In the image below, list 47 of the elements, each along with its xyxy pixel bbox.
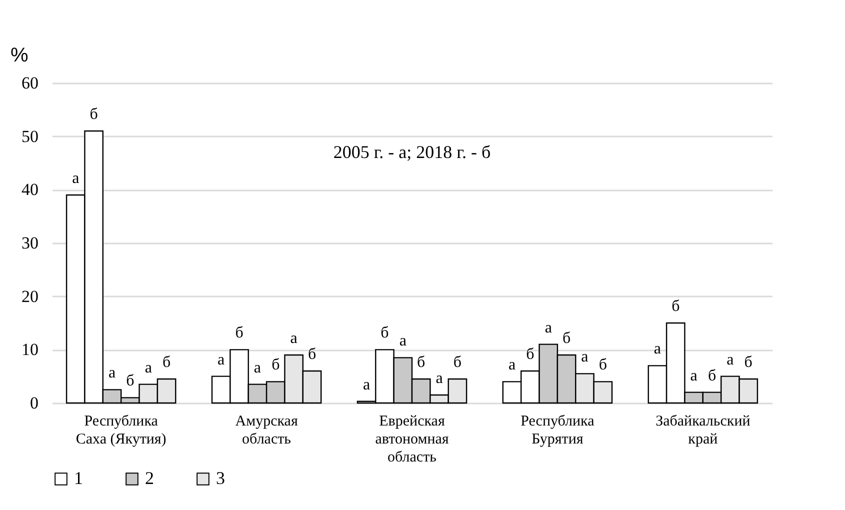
y-tick-label: 30 xyxy=(22,234,38,252)
y-tick-label: 0 xyxy=(30,394,38,412)
data-label: б xyxy=(417,354,426,371)
data-label: б xyxy=(162,354,171,371)
data-label: а xyxy=(581,348,588,366)
x-tick-label: Забайкальский край xyxy=(656,414,750,448)
legend-label: 3 xyxy=(216,468,225,488)
data-label: б xyxy=(672,298,680,315)
data-label: б xyxy=(598,356,607,374)
data-label: а xyxy=(218,351,225,368)
y-tick-label: 10 xyxy=(22,340,38,360)
legend-label: 2 xyxy=(145,468,154,488)
x-tick-label: Республика Саха (Якутия) xyxy=(76,414,166,448)
x-tick-label: Амурская область xyxy=(235,414,298,448)
data-label: б xyxy=(453,354,462,371)
data-label: а xyxy=(654,340,662,358)
data-label: б xyxy=(90,106,98,123)
y-tick-label: 40 xyxy=(22,180,38,200)
y-tick-label: 20 xyxy=(22,286,38,306)
data-label: а xyxy=(290,330,298,347)
data-label: б xyxy=(272,356,280,374)
data-label: б xyxy=(562,330,571,347)
data-label: б xyxy=(308,346,316,363)
data-label: а xyxy=(690,367,698,384)
data-label: б xyxy=(526,346,534,363)
data-label: а xyxy=(72,170,80,187)
y-axis-title: % xyxy=(10,44,28,66)
legend-label: 1 xyxy=(74,468,83,488)
data-label: а xyxy=(254,359,262,376)
data-label: б xyxy=(744,354,752,371)
data-label: б xyxy=(708,367,716,384)
data-label: а xyxy=(144,359,152,376)
data-label: а xyxy=(544,319,552,336)
data-label: б xyxy=(126,372,134,390)
data-label: а xyxy=(436,370,443,387)
annotation: 2005 г. - а; 2018 г. - б xyxy=(333,142,491,162)
y-tick-label: 50 xyxy=(22,126,38,146)
data-label: б xyxy=(235,324,244,342)
data-label: б xyxy=(380,324,389,342)
x-tick-label: Республика Бурятия xyxy=(520,414,595,448)
x-tick-label: Еврейская автономная область xyxy=(375,414,449,466)
data-label: а xyxy=(726,351,734,368)
data-label: а xyxy=(399,332,406,350)
data-label: а xyxy=(508,356,516,374)
y-tick-label: 60 xyxy=(22,74,38,92)
data-label: а xyxy=(108,364,116,382)
data-label: а xyxy=(362,376,370,394)
